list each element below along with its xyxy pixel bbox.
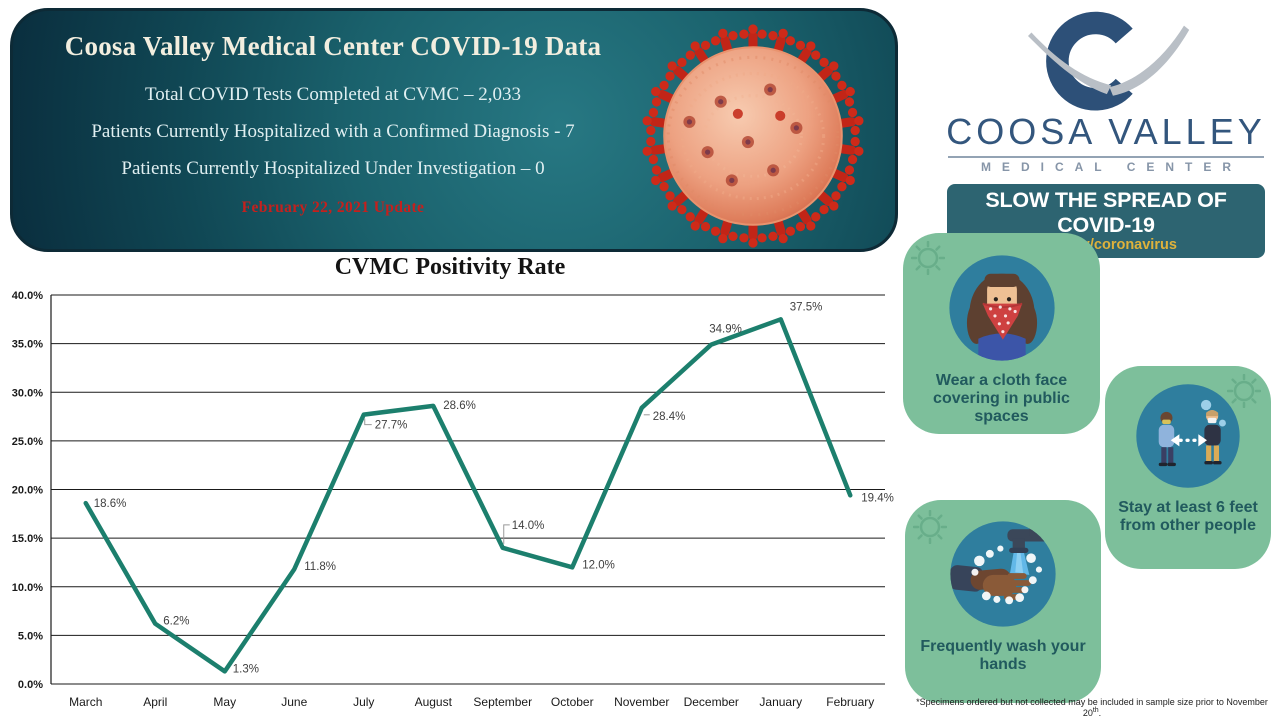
card-six-feet: Stay at least 6 feet from other people bbox=[1105, 366, 1271, 569]
svg-text:October: October bbox=[551, 695, 594, 709]
svg-text:28.6%: 28.6% bbox=[443, 400, 476, 412]
cvmc-logo-block: COOSA VALLEY MEDICAL CENTER SLOW THE SPR… bbox=[932, 10, 1280, 258]
distance-illustration bbox=[1136, 384, 1240, 488]
virus-watermark-icon bbox=[1227, 374, 1261, 408]
logo-right-wing bbox=[1109, 25, 1190, 96]
svg-text:1.3%: 1.3% bbox=[233, 663, 259, 675]
update-date: February 22, 2021 Update bbox=[241, 199, 425, 216]
slow-the-spread-banner: SLOW THE SPREAD OF COVID-19 cdc.gov/coro… bbox=[947, 184, 1265, 258]
virus-surface-dots bbox=[683, 83, 803, 187]
svg-text:10.0%: 10.0% bbox=[12, 582, 43, 594]
virus-watermark-icon bbox=[913, 510, 947, 544]
card-face-covering-label: Wear a cloth face covering in public spa… bbox=[933, 372, 1070, 425]
banner-title: Coosa Valley Medical Center COVID-19 Dat… bbox=[64, 31, 602, 61]
virus-dot bbox=[1200, 399, 1212, 411]
stat-total-tests: Total COVID Tests Completed at CVMC – 2,… bbox=[145, 84, 521, 105]
svg-text:37.5%: 37.5% bbox=[790, 301, 823, 313]
positivity-rate-chart: 0.0% 5.0% 10.0% 15.0% 20.0% 25.0% 30.0% 35.0% 40… bbox=[12, 290, 894, 709]
svg-text:14.0%: 14.0% bbox=[512, 520, 545, 532]
virus-watermark-icon bbox=[911, 241, 945, 275]
svg-text:35.0%: 35.0% bbox=[12, 339, 43, 351]
svg-text:19.4%: 19.4% bbox=[861, 492, 894, 504]
virus-dot bbox=[1219, 419, 1226, 427]
svg-text:27.7%: 27.7% bbox=[375, 420, 408, 432]
card-wash-hands: Frequently wash your hands bbox=[905, 500, 1101, 703]
left-person bbox=[1158, 411, 1176, 467]
handwash-illustration bbox=[950, 521, 1056, 627]
svg-text:August: August bbox=[415, 695, 453, 709]
coronavirus-image bbox=[625, 23, 881, 249]
svg-text:20.0%: 20.0% bbox=[12, 485, 43, 497]
svg-text:January: January bbox=[759, 695, 802, 709]
footnote-period: . bbox=[1098, 708, 1102, 718]
svg-text:6.2%: 6.2% bbox=[163, 616, 189, 628]
svg-text:30.0%: 30.0% bbox=[12, 387, 43, 399]
svg-text:25.0%: 25.0% bbox=[12, 436, 43, 448]
distance-arrow-icon bbox=[1170, 434, 1207, 447]
stat-confirmed-hospitalized: Patients Currently Hospitalized with a C… bbox=[91, 121, 575, 142]
svg-text:34.9%: 34.9% bbox=[709, 324, 742, 336]
chart-title: CVMC Positivity Rate bbox=[334, 254, 566, 280]
card-six-feet-label: Stay at least 6 feet from other people bbox=[1118, 499, 1258, 534]
svg-text:11.8%: 11.8% bbox=[304, 561, 336, 573]
svg-text:March: March bbox=[69, 695, 102, 709]
svg-text:February: February bbox=[826, 695, 874, 709]
svg-text:September: September bbox=[473, 695, 532, 709]
card-wash-hands-label: Frequently wash your hands bbox=[920, 638, 1086, 673]
logo-divider bbox=[948, 156, 1264, 158]
right-person bbox=[1204, 410, 1222, 465]
slow-the-spread-headline: SLOW THE SPREAD OF COVID-19 bbox=[985, 188, 1227, 237]
stat-under-investigation: Patients Currently Hospitalized Under In… bbox=[121, 158, 545, 179]
svg-text:18.6%: 18.6% bbox=[94, 498, 127, 510]
mask-illustration bbox=[948, 255, 1055, 361]
svg-text:November: November bbox=[614, 695, 669, 709]
card-face-covering: Wear a cloth face covering in public spa… bbox=[903, 233, 1100, 434]
svg-text:June: June bbox=[281, 695, 307, 709]
cvmc-logo-mark-icon bbox=[1028, 11, 1190, 111]
svg-text:July: July bbox=[353, 695, 374, 709]
logo-subtitle: MEDICAL CENTER bbox=[980, 160, 1243, 174]
svg-text:40.0%: 40.0% bbox=[12, 290, 43, 302]
svg-text:28.4%: 28.4% bbox=[653, 411, 686, 423]
svg-text:5.0%: 5.0% bbox=[18, 630, 43, 642]
svg-text:15.0%: 15.0% bbox=[12, 533, 43, 545]
logo-left-wing bbox=[1028, 32, 1112, 95]
banner-text-block: Coosa Valley Medical Center COVID-19 Dat… bbox=[27, 31, 639, 217]
svg-text:12.0%: 12.0% bbox=[582, 559, 615, 571]
footnote-text: *Specimens ordered but not collected may… bbox=[916, 697, 1268, 718]
logo-name: COOSA VALLEY bbox=[946, 111, 1266, 152]
footnote-superscript: th bbox=[1092, 707, 1099, 714]
bubbles bbox=[971, 545, 1043, 605]
svg-text:0.0%: 0.0% bbox=[18, 679, 43, 691]
svg-text:December: December bbox=[684, 695, 739, 709]
footnote: *Specimens ordered but not collected may… bbox=[908, 697, 1276, 718]
covid-data-banner: Coosa Valley Medical Center COVID-19 Dat… bbox=[10, 8, 898, 252]
svg-text:May: May bbox=[213, 695, 236, 709]
svg-text:April: April bbox=[143, 695, 167, 709]
